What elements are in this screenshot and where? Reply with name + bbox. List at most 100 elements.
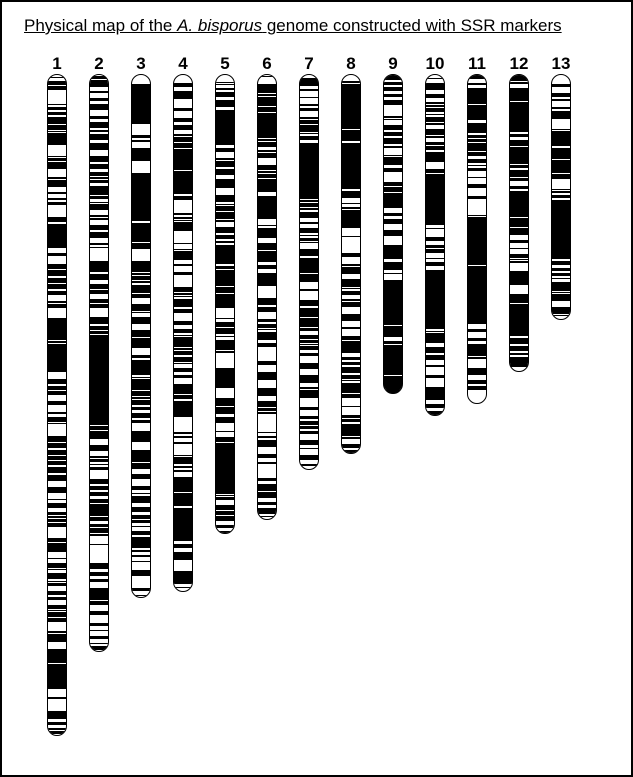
ssr-band xyxy=(258,144,276,147)
ssr-band xyxy=(174,457,192,461)
ssr-band xyxy=(174,134,192,135)
ssr-band xyxy=(468,225,486,226)
ssr-band xyxy=(468,215,486,216)
chromosome xyxy=(257,74,277,520)
ssr-band xyxy=(216,100,234,102)
ssr-band xyxy=(258,102,276,104)
ssr-band xyxy=(468,237,486,239)
ssr-band xyxy=(132,342,150,344)
ssr-band xyxy=(216,280,234,281)
ssr-band xyxy=(90,487,108,489)
ssr-band xyxy=(48,202,66,205)
ssr-band xyxy=(216,247,234,251)
ssr-band xyxy=(174,432,192,435)
ssr-band xyxy=(342,89,360,91)
ssr-band xyxy=(48,487,66,488)
ssr-band xyxy=(510,95,528,97)
ssr-band xyxy=(90,419,108,421)
ssr-band xyxy=(342,284,360,286)
ssr-band xyxy=(216,113,234,115)
ssr-band xyxy=(132,431,150,436)
ssr-band xyxy=(216,241,234,243)
ssr-band xyxy=(90,481,108,484)
ssr-band xyxy=(258,265,276,269)
ssr-band xyxy=(132,140,150,141)
ssr-band xyxy=(48,156,66,157)
ssr-band xyxy=(216,457,234,460)
ssr-band xyxy=(426,272,444,275)
ssr-band xyxy=(48,325,66,327)
ssr-band xyxy=(132,216,150,218)
ssr-band xyxy=(342,328,360,329)
ssr-band xyxy=(510,134,528,137)
ssr-band xyxy=(384,341,402,344)
ssr-band xyxy=(216,481,234,483)
ssr-band xyxy=(468,357,486,359)
ssr-band xyxy=(216,516,234,519)
ssr-band xyxy=(90,274,108,276)
ssr-band xyxy=(300,324,318,326)
ssr-band xyxy=(90,408,108,411)
ssr-band xyxy=(48,380,66,382)
ssr-band xyxy=(48,731,66,734)
ssr-band xyxy=(174,243,192,244)
ssr-band xyxy=(90,146,108,148)
ssr-band xyxy=(132,85,150,86)
ssr-band xyxy=(258,182,276,186)
ssr-band xyxy=(216,263,234,264)
ssr-band xyxy=(48,512,66,515)
ssr-band xyxy=(174,342,192,346)
ssr-band xyxy=(216,195,234,198)
ssr-band xyxy=(48,134,66,135)
ssr-band xyxy=(216,128,234,130)
ssr-band xyxy=(48,365,66,368)
ssr-band xyxy=(552,116,570,119)
ssr-band xyxy=(300,353,318,355)
ssr-band xyxy=(552,231,570,234)
ssr-band xyxy=(384,132,402,133)
ssr-band xyxy=(132,486,150,490)
ssr-band xyxy=(216,297,234,299)
ssr-band xyxy=(258,189,276,192)
ssr-band xyxy=(426,109,444,110)
chromosome xyxy=(215,74,235,534)
ssr-band xyxy=(48,401,66,404)
chromosome-label: 13 xyxy=(540,54,582,74)
ssr-band xyxy=(48,131,66,132)
ssr-band xyxy=(552,311,570,313)
ssr-band xyxy=(300,170,318,171)
ssr-band xyxy=(216,301,234,303)
ssr-band xyxy=(90,513,108,516)
ssr-band xyxy=(384,146,402,148)
ssr-band xyxy=(552,168,570,169)
ssr-band xyxy=(384,126,402,130)
ssr-band xyxy=(90,524,108,527)
ssr-band xyxy=(90,301,108,303)
ssr-band xyxy=(90,233,108,237)
ssr-band xyxy=(90,247,108,248)
ssr-band xyxy=(90,456,108,458)
ssr-band xyxy=(342,236,360,238)
ssr-band xyxy=(384,354,402,357)
ssr-band xyxy=(174,357,192,360)
ssr-band xyxy=(258,225,276,226)
ssr-band xyxy=(90,611,108,615)
ssr-band xyxy=(342,428,360,432)
ssr-band xyxy=(48,280,66,283)
ssr-band xyxy=(216,105,234,107)
ssr-band xyxy=(468,127,486,130)
chromosome-label: 12 xyxy=(498,54,540,74)
ssr-band xyxy=(342,294,360,295)
ssr-band xyxy=(132,383,150,384)
ssr-band xyxy=(132,522,150,523)
ssr-band xyxy=(174,108,192,111)
ssr-band xyxy=(48,328,66,330)
ssr-band xyxy=(132,498,150,502)
ssr-band xyxy=(468,293,486,296)
ssr-band xyxy=(426,152,444,156)
ssr-band xyxy=(48,386,66,387)
ssr-band xyxy=(468,233,486,235)
ssr-band xyxy=(426,258,444,259)
ssr-band xyxy=(48,456,66,459)
ssr-band xyxy=(132,595,150,596)
